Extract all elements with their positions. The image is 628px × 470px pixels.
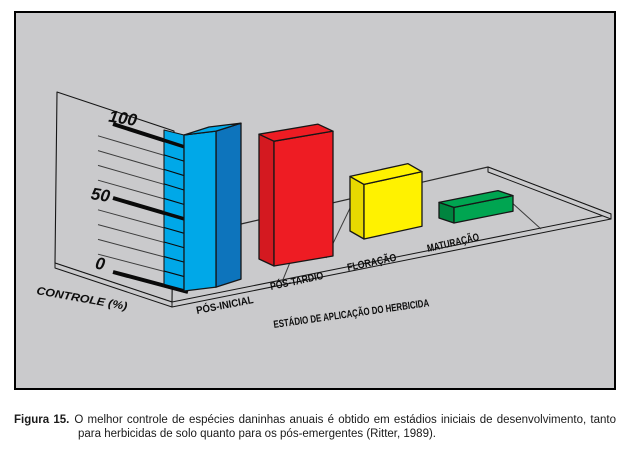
y-tick-label-0: 0	[94, 254, 107, 274]
bar-1-strip-tick-90	[163, 154, 187, 163]
bar-1-strip-tick-40	[163, 226, 187, 235]
y-tick-label-50: 50	[90, 184, 112, 206]
bar-1-strip-tick-100	[163, 138, 187, 150]
bar-1-strip	[163, 129, 185, 292]
bar-1-strip-tick-50	[163, 211, 187, 222]
x-axis-title: ESTÁDIO DE APLICAÇÃO DO HERBICIDA	[273, 296, 431, 331]
bar-1-strip-tick-70	[163, 183, 187, 192]
bar-1-strip-tick-30	[163, 241, 187, 249]
bar-2-top	[258, 123, 334, 142]
x-category-label-2: PÓS-TARDIO	[269, 269, 325, 293]
figure-caption: Figura 15. O melhor controle de espécies …	[14, 413, 616, 441]
y-tick-label-100: 100	[107, 107, 139, 130]
bar-1-strip-tick-0	[163, 283, 187, 294]
bar-1-strip-tick-10	[163, 270, 187, 278]
bar-2-front	[273, 130, 334, 267]
bar-1-top	[183, 122, 242, 136]
bar-1-side	[215, 122, 242, 288]
bar-1-strip-tick-80	[163, 168, 187, 177]
bar-1-front	[183, 130, 217, 292]
y-axis-title: CONTROLE (%)	[35, 285, 128, 313]
figure-caption-label: Figura 15.	[14, 414, 70, 426]
bar-1-strip-tick-60	[163, 197, 187, 206]
bar-1-strip-tick-20	[163, 256, 187, 264]
chart-panel: 0 50 100 CONTROLE (%) PÓS-INICIAL PÓS-TARDIO F…	[14, 11, 616, 390]
bar-2-side	[258, 133, 275, 267]
figure-caption-text: O melhor controle de espécies daninhas a…	[74, 414, 616, 440]
bar-3-top	[349, 162, 423, 186]
x-category-label-3: FLORAÇÃO	[346, 251, 398, 274]
x-category-label-4: MATURAÇÃO	[426, 230, 481, 255]
bar-4-top	[438, 189, 514, 209]
bar-3-side	[349, 175, 365, 240]
floor-right-skirt	[487, 166, 612, 220]
